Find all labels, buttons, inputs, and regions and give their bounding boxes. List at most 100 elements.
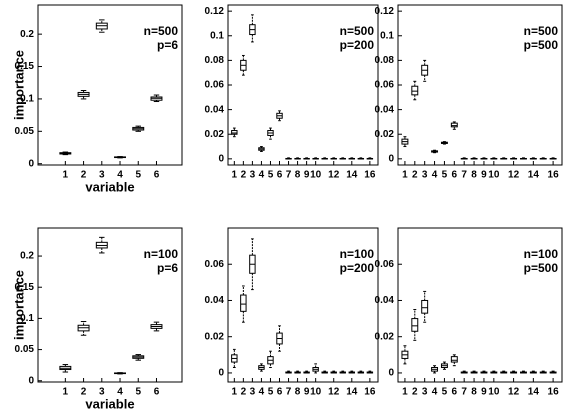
plot-frame (37, 4, 183, 166)
y-tick-label: 0.02 (205, 129, 225, 140)
plot-frame (37, 227, 183, 383)
x-tick-label: 1 (232, 387, 238, 398)
panel: 00.020.040.060.080.10.121 2 3 4 5 6 7 8 9 10 12 14 1… (375, 4, 563, 181)
x-tick-label: 3 (250, 387, 256, 398)
x-tick-label: 4 (259, 387, 265, 398)
annotation: n=500 (340, 24, 375, 38)
x-tick-label: 12 (508, 387, 520, 398)
y-tick-label: 0.08 (375, 55, 395, 66)
x-tick-label: 2 (81, 170, 87, 181)
x-tick-label: 5 (268, 387, 274, 398)
y-tick-label: 0.2 (20, 29, 34, 40)
y-tick-label: 0.04 (375, 104, 395, 115)
x-tick-label: 2 (81, 387, 87, 398)
x-tick-label: 4 (432, 387, 438, 398)
y-tick-label: 0.04 (375, 295, 395, 306)
annotation: p=500 (524, 38, 559, 52)
y-tick-label: 0 (28, 158, 34, 169)
annotation: n=100 (144, 247, 179, 261)
x-tick-label: 1 (63, 170, 69, 181)
annotation: p=6 (157, 38, 178, 52)
x-tick-label: 6 (452, 387, 458, 398)
y-tick-label: 0.2 (20, 251, 34, 262)
annotation: p=6 (157, 261, 178, 275)
x-tick-label: 3 (99, 387, 105, 398)
annotation: p=200 (340, 261, 375, 275)
x-tick-label: 14 (346, 387, 358, 398)
x-axis-label: variable (85, 396, 134, 411)
x-tick-label: 5 (268, 170, 274, 181)
x-tick-label: 1 (232, 170, 238, 181)
x-tick-label: 4 (432, 170, 438, 181)
x-tick-label: 7 (286, 387, 292, 398)
x-tick-label: 5 (442, 170, 448, 181)
x-tick-label: 14 (346, 170, 358, 181)
x-tick-label: 16 (548, 170, 560, 181)
x-tick-label: 10 (488, 170, 500, 181)
x-tick-label: 12 (508, 170, 520, 181)
y-tick-label: 0.06 (205, 259, 225, 270)
plot-frame (227, 227, 379, 383)
y-tick-label: 0 (28, 375, 34, 386)
x-tick-label: 4 (117, 170, 123, 181)
x-tick-label: 2 (412, 170, 418, 181)
x-tick-label: 16 (364, 170, 376, 181)
x-tick-label: 3 (422, 387, 428, 398)
x-tick-label: 10 (310, 170, 322, 181)
y-tick-label: 0 (218, 153, 224, 164)
x-tick-label: 16 (548, 387, 560, 398)
y-tick-label: 0.1 (210, 30, 224, 41)
x-tick-label: 5 (135, 387, 141, 398)
y-tick-label: 0.05 (15, 344, 35, 355)
x-tick-label: 4 (259, 170, 265, 181)
x-tick-label: 2 (412, 387, 418, 398)
x-tick-label: 5 (442, 387, 448, 398)
x-tick-label: 6 (154, 170, 160, 181)
y-axis-label: importance (11, 270, 26, 340)
x-tick-label: 8 (295, 170, 301, 181)
y-tick-label: 0.04 (205, 104, 225, 115)
annotation: n=100 (524, 247, 559, 261)
y-tick-label: 0.08 (205, 55, 225, 66)
box (450, 122, 458, 128)
x-tick-label: 9 (304, 387, 310, 398)
x-tick-label: 9 (304, 170, 310, 181)
box (411, 85, 419, 96)
y-tick-label: 0.15 (15, 282, 35, 293)
y-tick-label: 0.05 (15, 126, 35, 137)
x-tick-label: 10 (488, 387, 500, 398)
x-tick-label: 10 (310, 387, 322, 398)
y-tick-label: 0 (388, 153, 394, 164)
y-tick-label: 0.04 (205, 295, 225, 306)
x-tick-label: 6 (154, 387, 160, 398)
y-tick-label: 0.06 (375, 259, 395, 270)
x-tick-label: 2 (241, 170, 247, 181)
x-tick-label: 3 (422, 170, 428, 181)
y-tick-label: 0 (388, 368, 394, 379)
y-tick-label: 0.12 (375, 6, 395, 17)
y-tick-label: 0.12 (205, 6, 225, 17)
x-tick-label: 14 (528, 170, 540, 181)
y-tick-label: 0.1 (20, 313, 34, 324)
x-tick-label: 8 (295, 387, 301, 398)
panel: 00.020.040.060.080.10.121 2 3 4 5 6 7 8 9 10 12 14 1… (205, 4, 379, 181)
y-tick-label: 0.02 (375, 331, 395, 342)
y-axis-label: importance (11, 50, 26, 120)
y-tick-label: 0.02 (205, 331, 225, 342)
x-tick-label: 12 (328, 387, 340, 398)
x-tick-label: 1 (402, 170, 408, 181)
box (450, 356, 458, 363)
plot-frame (397, 227, 563, 383)
x-tick-label: 16 (364, 387, 376, 398)
x-tick-label: 8 (471, 170, 477, 181)
y-tick-label: 0.15 (15, 61, 35, 72)
x-tick-label: 7 (286, 170, 292, 181)
x-tick-label: 14 (528, 387, 540, 398)
box (411, 318, 419, 332)
x-tick-label: 8 (471, 387, 477, 398)
annotation: n=500 (524, 24, 559, 38)
y-tick-label: 0.06 (375, 80, 395, 91)
